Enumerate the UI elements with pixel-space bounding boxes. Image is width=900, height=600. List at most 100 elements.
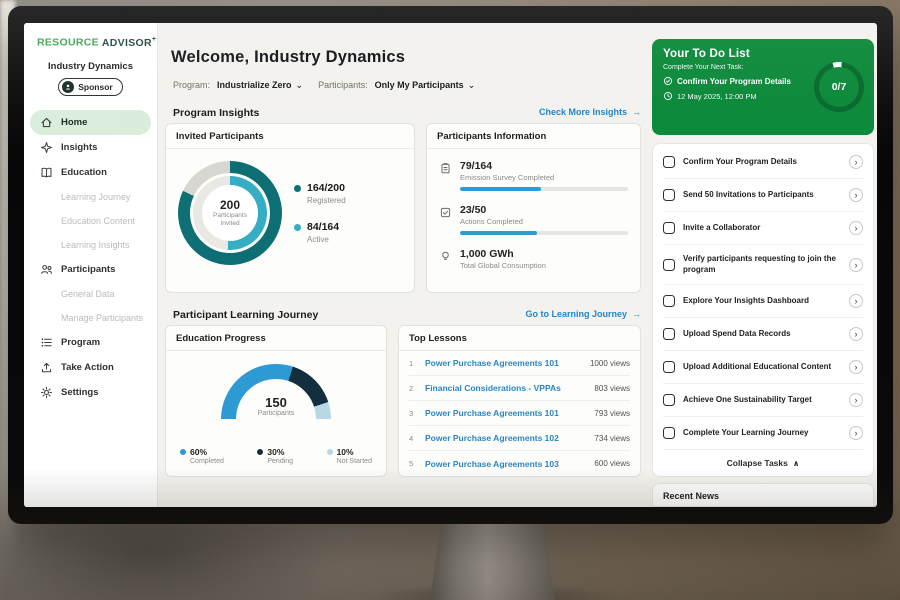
nav-label: Settings — [61, 386, 99, 398]
nav-label: Home — [61, 116, 88, 128]
sidebar-item-participants[interactable]: Participants — [30, 257, 151, 282]
legend-dot — [257, 449, 264, 455]
page-title: Welcome, Industry Dynamics — [171, 48, 406, 66]
participants-icon — [40, 263, 53, 276]
collapse-tasks-button[interactable]: Collapse Tasks ∧ — [726, 458, 800, 469]
chevron-right-icon[interactable]: › — [849, 188, 863, 203]
lesson-link[interactable]: Power Purchase Agreements 102 — [425, 433, 559, 443]
gauge-center: 150 Participants — [257, 395, 295, 417]
donut-center-label: Participants Invited — [213, 211, 247, 227]
lesson-views: 734 views — [594, 433, 630, 443]
checkbox[interactable] — [663, 189, 675, 202]
sidebar-item-manage-participants[interactable]: Manage Participants — [61, 312, 144, 323]
sidebar-item-settings[interactable]: Settings — [30, 380, 151, 405]
todo-task[interactable]: Upload Spend Data Records › — [663, 318, 863, 351]
check-more-insights-link[interactable]: Check More Insights → — [538, 107, 641, 117]
sidebar-item-insights[interactable]: Insights — [30, 135, 151, 160]
brand-primary: RESOURCE — [37, 36, 99, 49]
lesson-link[interactable]: Financial Considerations - VPPAs — [425, 383, 561, 393]
chevron-right-icon[interactable]: › — [849, 326, 863, 341]
todo-task[interactable]: Achieve One Sustainability Target › — [663, 384, 863, 418]
org-name: Industry Dynamics — [48, 60, 133, 72]
home-icon — [40, 116, 53, 129]
program-filter-label: Program: — [173, 80, 211, 90]
lesson-views: 1000 views — [589, 358, 630, 368]
clock-icon — [663, 91, 673, 101]
sidebar-item-learning-journey[interactable]: Learning Journey — [61, 191, 131, 202]
monitor-bezel: RESOURCE ADVISOR+ Industry Dynamics Spons… — [8, 6, 893, 524]
participants-select[interactable]: Only My Participants ⌄ — [374, 79, 476, 90]
chevron-right-icon[interactable]: › — [849, 426, 863, 441]
recent-news-card[interactable]: Recent News — [652, 483, 874, 507]
chevron-up-icon: ∧ — [792, 458, 800, 468]
legend-item-registered: 164/200 Registered — [294, 182, 346, 205]
todo-task[interactable]: Confirm Your Program Details › — [663, 146, 863, 180]
chevron-down-icon: ⌄ — [295, 79, 304, 90]
bulb-icon — [439, 250, 452, 263]
participants-information-card: Participants Information 79/164 Emission… — [426, 123, 641, 293]
chevron-down-icon: ⌄ — [467, 79, 476, 90]
sidebar-item-education[interactable]: Education — [30, 160, 151, 185]
go-to-learning-journey-link[interactable]: Go to Learning Journey → — [525, 309, 641, 319]
clipboard-icon — [439, 162, 452, 175]
sidebar-nav: Home Insights Education Learning Journey… — [24, 109, 157, 405]
lesson-row: 5 Power Purchase Agreements 103 600 view… — [409, 458, 630, 469]
checkbox[interactable] — [663, 427, 675, 440]
progress-bar — [460, 231, 628, 235]
top-lessons-card: Top Lessons 1 Power Purchase Agreements … — [398, 325, 641, 477]
lesson-row: 3 Power Purchase Agreements 101 793 view… — [409, 401, 630, 426]
donut-center-value: 200 — [219, 197, 241, 212]
brand-plus: + — [151, 36, 157, 43]
legend-dot — [180, 449, 186, 455]
dashboard-screen: RESOURCE ADVISOR+ Industry Dynamics Spons… — [24, 23, 877, 507]
chevron-right-icon[interactable]: › — [849, 293, 863, 308]
legend-item-active: 84/164 Active — [294, 221, 346, 244]
progress-bar — [460, 187, 628, 191]
donut-legend: 164/200 Registered 84/164 Active — [294, 182, 346, 244]
sidebar-item-home[interactable]: Home — [30, 109, 151, 135]
lesson-row: 4 Power Purchase Agreements 102 734 view… — [409, 426, 630, 451]
checkbox[interactable] — [663, 294, 675, 307]
arrow-right-icon: → — [632, 107, 641, 117]
nav-label: Take Action — [61, 361, 114, 373]
todo-due-date: 12 May 2025, 12:00 PM — [663, 91, 863, 101]
check-circle-icon — [663, 76, 673, 86]
checkbox[interactable] — [663, 222, 675, 235]
todo-next-task[interactable]: Confirm Your Program Details — [663, 76, 813, 86]
todo-task[interactable]: Verify participants requesting to join t… — [663, 245, 863, 285]
sidebar-item-general-data[interactable]: General Data — [61, 288, 115, 299]
sidebar-item-education-content[interactable]: Education Content — [61, 215, 136, 226]
lesson-link[interactable]: Power Purchase Agreements 101 — [425, 358, 559, 368]
todo-task[interactable]: Complete Your Learning Journey › — [663, 417, 863, 451]
sidebar-item-program[interactable]: Program — [30, 330, 151, 355]
todo-subtitle: Complete Your Next Task: — [663, 64, 744, 71]
checkbox[interactable] — [663, 360, 675, 373]
program-select[interactable]: Industrialize Zero ⌄ — [217, 79, 304, 90]
todo-task-list: Confirm Your Program Details › Send 50 I… — [652, 143, 874, 477]
sidebar-item-take-action[interactable]: Take Action — [30, 355, 151, 380]
program-insights-heading: Program Insights — [173, 107, 260, 119]
checkbox[interactable] — [663, 394, 675, 407]
lesson-link[interactable]: Power Purchase Agreements 103 — [425, 458, 559, 469]
checkbox[interactable] — [663, 258, 675, 271]
checkbox[interactable] — [663, 156, 675, 169]
chevron-right-icon[interactable]: › — [849, 257, 863, 272]
learning-journey-heading: Participant Learning Journey — [173, 309, 319, 321]
education-gauge-chart — [221, 364, 331, 419]
chevron-right-icon[interactable]: › — [849, 221, 863, 236]
checkbox[interactable] — [663, 327, 675, 340]
sponsor-badge[interactable]: Sponsor — [58, 77, 123, 96]
chevron-right-icon[interactable]: › — [849, 359, 863, 374]
chevron-right-icon[interactable]: › — [849, 393, 863, 408]
todo-task[interactable]: Upload Additional Educational Content › — [663, 351, 863, 384]
monitor-stand — [430, 521, 555, 600]
lesson-link[interactable]: Power Purchase Agreements 101 — [425, 408, 559, 418]
sidebar-item-learning-insights[interactable]: Learning Insights — [61, 239, 130, 250]
education-icon — [40, 166, 53, 179]
todo-task[interactable]: Explore Your Insights Dashboard › — [663, 285, 863, 318]
chevron-right-icon[interactable]: › — [849, 155, 863, 170]
todo-task[interactable]: Send 50 Invitations to Participants › — [663, 179, 863, 213]
legend-item-not-started: 10% Not Started — [326, 447, 372, 465]
lesson-row: 1 Power Purchase Agreements 101 1000 vie… — [409, 351, 630, 376]
todo-task[interactable]: Invite a Collaborator › — [663, 212, 863, 246]
